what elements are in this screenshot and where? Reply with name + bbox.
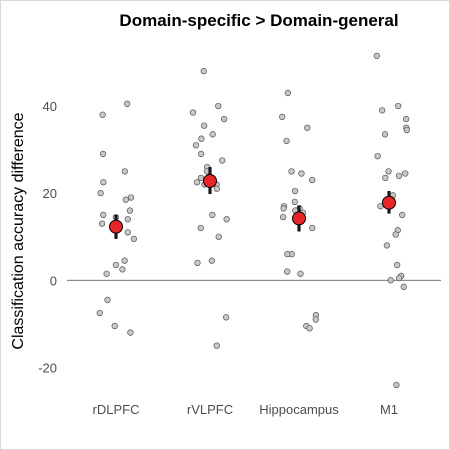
data-point [291,198,298,206]
data-point [291,187,299,195]
data-point [124,100,131,107]
data-point [100,179,107,186]
data-point [99,111,106,118]
data-point [222,314,230,321]
data-point [122,196,129,203]
data-point [279,113,286,121]
data-point [379,107,386,114]
data-point [127,194,135,201]
data-point [402,170,409,177]
mean-marker [203,173,217,188]
data-point [283,137,290,145]
data-point [383,242,391,249]
data-point [387,277,394,284]
data-point [201,122,208,129]
data-point [393,381,400,389]
plot-area: -20 0 20 40 rDLPFC rVLPFC Hippocampus M1 [38,52,441,417]
data-point [280,205,287,212]
data-point [124,216,131,223]
data-point [103,270,110,277]
data-point [200,67,207,75]
data-point [298,170,305,177]
data-point [381,131,389,138]
x-category-label: rVLPFC [187,402,233,417]
y-tick-label: -20 [38,360,57,375]
data-point [284,250,291,258]
data-point [399,211,406,219]
data-point [124,229,131,236]
data-point [400,283,407,290]
data-point [197,224,204,232]
data-point [215,102,222,110]
x-category-label: M1 [380,402,398,417]
data-point [297,270,304,277]
data-point [219,157,226,164]
x-category-label: rDLPFC [93,402,140,417]
data-point [100,211,107,219]
data-point [121,168,129,175]
data-point [197,150,205,158]
mean-marker [382,195,396,210]
data-point [192,142,200,149]
data-point [104,296,111,304]
data-point [97,189,104,197]
data-point [121,257,128,264]
data-point [215,233,222,240]
y-axis-label: Classification accuracy difference [10,112,27,349]
mean-marker [292,211,306,226]
data-point [223,216,230,223]
data-point [284,89,292,97]
data-point [312,316,319,323]
data-point [395,102,402,110]
data-point [198,135,205,142]
data-point [395,172,403,179]
data-point [304,124,311,131]
data-point [194,259,201,267]
data-point [309,176,316,184]
data-point [213,342,220,349]
data-point [220,115,228,123]
data-point [284,268,291,275]
data-point [306,325,313,332]
data-point [402,115,410,123]
data-point [385,168,392,175]
y-tick-label: 40 [43,99,57,114]
data-point [189,109,197,116]
chart-title: Domain-specific > Domain-general [119,11,398,30]
data-point [119,266,126,273]
data-point [98,220,106,227]
data-point [130,235,138,243]
data-point [213,185,221,192]
x-category-label: Hippocampus [259,402,339,417]
data-point [393,261,401,269]
data-point [127,329,134,336]
y-tick-label: 0 [50,273,57,288]
data-point [126,207,134,214]
data-point [112,261,120,269]
data-point [374,152,381,160]
data-point [208,257,216,264]
data-point [392,231,399,238]
data-point [373,52,380,60]
data-point [193,179,201,186]
data-point [382,174,389,182]
y-tick-label: 20 [43,186,57,201]
data-point [403,126,411,134]
data-point [309,224,316,232]
data-point [288,168,295,175]
data-point [209,131,216,138]
data-point [111,322,118,330]
data-point [395,274,403,282]
data-point [96,309,103,317]
mean-marker [109,219,123,234]
data-point [209,211,216,219]
data-point [99,150,107,158]
data-point [280,213,287,221]
